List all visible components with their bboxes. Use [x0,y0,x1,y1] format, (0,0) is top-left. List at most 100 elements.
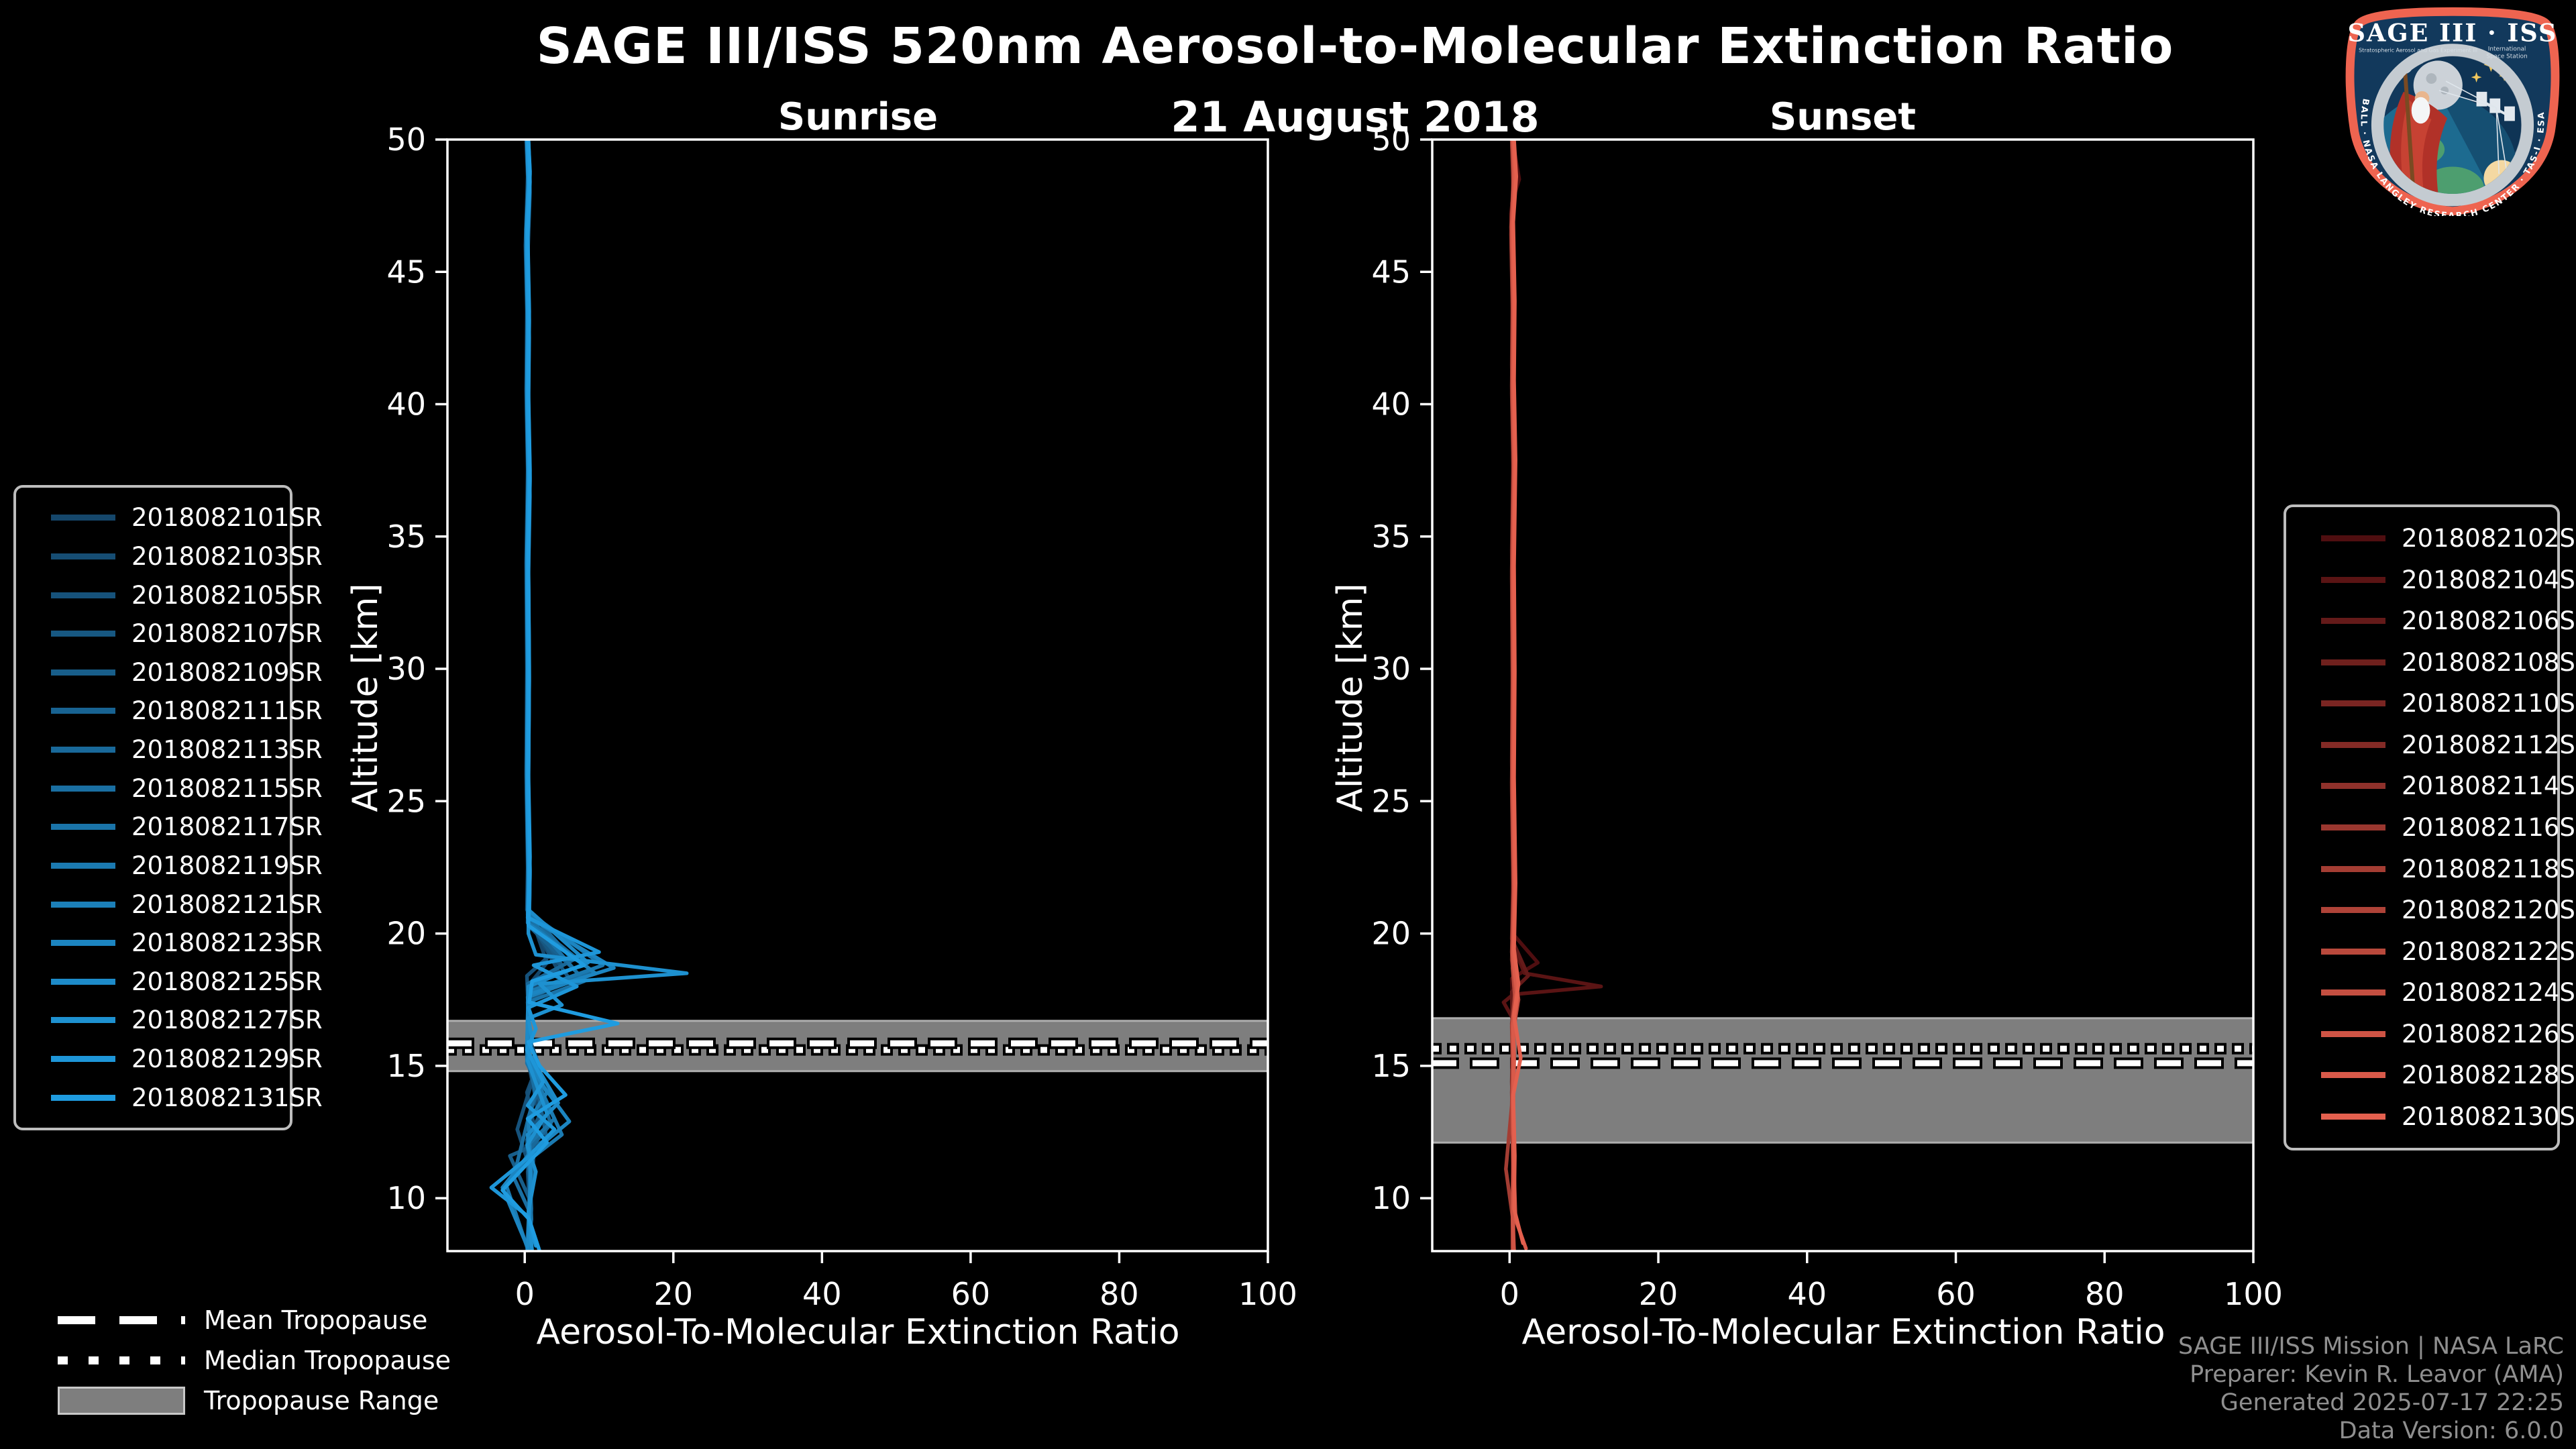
attribution-data-version: Data Version: 6.0.0 [2339,1417,2564,1444]
legend-item-2018082131SR: 2018082131SR [16,1083,323,1112]
sage-iii-iss-mission-patch: SAGE III · ISS Stratospheric Aerosol and… [2345,7,2560,216]
y-tick-label: 40 [386,386,426,423]
legend-line-swatch [51,592,115,598]
legend-line-swatch [2321,1030,2385,1037]
x-tick-label: 40 [802,1276,842,1312]
legend-line-swatch [51,824,115,830]
legend-line-swatch [2321,618,2385,625]
legend-event-label: 2018082122SS [2402,936,2576,966]
observation-rays [2439,80,2508,174]
legend-line-swatch [2321,659,2385,665]
legend-item-2018082117SR: 2018082117SR [16,812,323,841]
y-tick-label: 10 [1371,1180,1411,1216]
x-tick-label: 60 [1936,1276,1976,1312]
legend-event-label: 2018082117SR [131,812,323,842]
x-tick-label: 80 [2085,1276,2125,1312]
legend-item-2018082105SR: 2018082105SR [16,581,323,610]
plot-area-sunset [1432,140,2253,1251]
legend-event-label: 2018082105SR [131,580,323,610]
patch-subtitle-right-2: Space Station [2486,53,2527,60]
patch-title: SAGE III · ISS [2348,19,2558,48]
legend-line-swatch [2321,576,2385,583]
legend-label: Tropopause Range [204,1386,439,1415]
legend-item-tropopause-range: Tropopause Range [20,1381,449,1421]
y-tick-label: 20 [1371,916,1411,952]
legend-line-swatch [2321,907,2385,914]
legend-line-swatch [51,631,115,637]
legend-line-swatch [2321,1113,2385,1120]
legend-event-label: 2018082129SR [131,1044,323,1074]
legend-event-label: 2018082128SS [2402,1061,2576,1090]
y-tick-label: 15 [386,1048,426,1084]
tropopause-legend: Mean Tropopause Median Tropopause Tropop… [20,1300,451,1421]
range-band-swatch [58,1387,185,1415]
legend-event-label: 2018082113SR [131,735,323,765]
legend-item-2018082114SS: 2018082114SS [2286,771,2576,800]
legend-line-swatch [51,1017,115,1024]
legend-item-2018082129SR: 2018082129SR [16,1044,323,1073]
y-tick-label: 30 [1371,651,1411,687]
x-tick-label: 100 [2224,1276,2283,1312]
legend-event-label: 2018082114SS [2402,771,2576,801]
patch-ring [2371,44,2534,207]
legend-event-label: 2018082106SS [2402,606,2576,636]
legend-event-label: 2018082108SS [2402,647,2576,677]
profile-line-2018082127SR [524,140,689,1251]
legend-sunrise-events: 2018082101SR 2018082103SR 2018082105SR 2018… [13,485,323,1130]
moon-crater [2426,73,2437,84]
y-tick-label: 25 [386,783,426,819]
panel-title-sunrise: Sunrise [777,95,938,139]
x-tick-label: 40 [1788,1276,1827,1312]
legend-item-2018082108SS: 2018082108SS [2286,648,2576,677]
legend-line-swatch [2321,741,2385,748]
figure-date-subtitle: 21 August 2018 [1171,93,1540,142]
legend-item-2018082121SR: 2018082121SR [16,890,323,919]
y-tick-label: 15 [1371,1048,1411,1084]
legend-event-label: 2018082101SR [131,503,323,533]
legend-line-swatch [2321,700,2385,707]
legend-line-swatch [2321,783,2385,790]
legend-event-label: 2018082127SR [131,1006,323,1035]
legend-event-label: 2018082121SR [131,890,323,919]
legend-event-label: 2018082111SR [131,696,323,726]
legend-line-swatch [51,515,115,521]
legend-line-swatch [51,708,115,714]
x-tick-label: 20 [653,1276,693,1312]
attribution-block: SAGE III/ISS Mission | NASA LaRC Prepare… [2178,1332,2564,1445]
legend-event-label: 2018082115SR [131,773,323,803]
legend-event-label: 2018082103SR [131,541,323,571]
legend-line-swatch [2321,989,2385,996]
legend-line-swatch [2321,865,2385,872]
legend-line-swatch [51,901,115,908]
legend-item-2018082124SS: 2018082124SS [2286,978,2576,1007]
legend-item-2018082123SR: 2018082123SR [16,928,323,957]
y-tick-label: 45 [1371,254,1411,290]
legend-line-swatch [51,785,115,792]
legend-item-2018082122SS: 2018082122SS [2286,937,2576,966]
legend-item-2018082109SR: 2018082109SR [16,658,323,687]
legend-item-2018082119SR: 2018082119SR [16,851,323,880]
x-axis-label-sunrise: Aerosol-To-Molecular Extinction Ratio [536,1312,1180,1352]
legend-event-label: 2018082126SS [2402,1019,2576,1049]
legend-line-swatch [51,862,115,869]
legend-item-2018082126SS: 2018082126SS [2286,1020,2576,1049]
legend-line-swatch [51,747,115,753]
legend-item-2018082127SR: 2018082127SR [16,1006,323,1034]
y-tick-label: 50 [1371,121,1411,158]
figure-title: SAGE III/ISS 520nm Aerosol-to-Molecular … [536,17,2174,75]
tropopause-range-band [1432,1017,2253,1144]
legend-item-2018082128SS: 2018082128SS [2286,1061,2576,1089]
legend-item-2018082111SR: 2018082111SR [16,696,323,725]
legend-item-2018082120SS: 2018082120SS [2286,896,2576,924]
legend-line-swatch [51,553,115,559]
legend-item-2018082103SR: 2018082103SR [16,542,323,571]
y-axis-label-sunset: Altitude [km] [1330,583,1371,812]
y-tick-label: 45 [386,254,426,290]
attribution-generated: Generated 2025-07-17 22:25 [2220,1389,2564,1416]
legend-item-2018082118SS: 2018082118SS [2286,855,2576,883]
legend-item-2018082130SS: 2018082130SS [2286,1102,2576,1131]
father-time-figure [2390,56,2448,195]
legend-item-2018082104SS: 2018082104SS [2286,566,2576,594]
y-tick-label: 25 [1371,783,1411,819]
